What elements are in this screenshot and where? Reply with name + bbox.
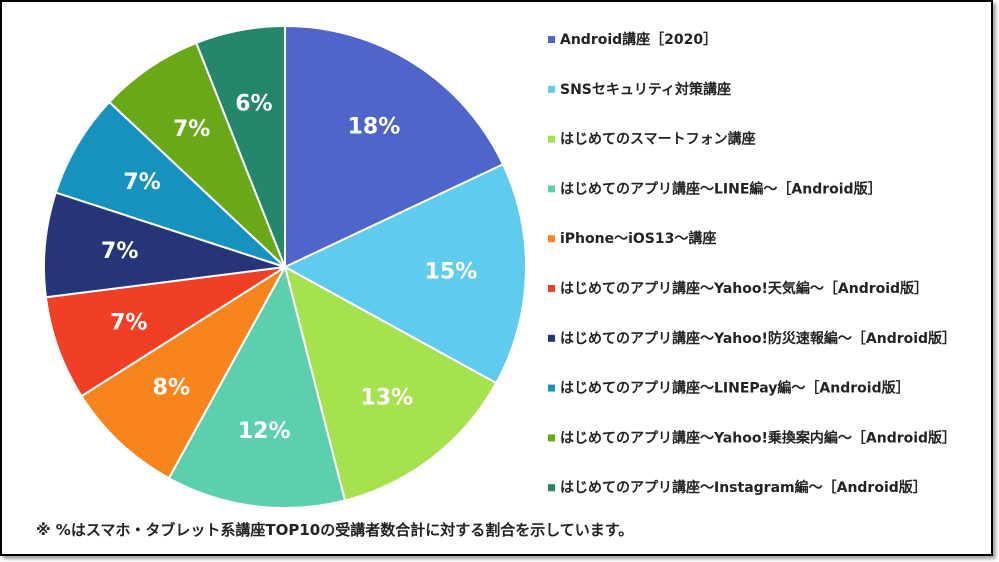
legend-marker-4 (548, 185, 555, 193)
pie-slice-6 (44, 266, 286, 398)
slice-label-6: 7% (110, 311, 147, 336)
pie-slice-9 (107, 41, 286, 268)
legend-marker-1 (548, 36, 555, 43)
footnote: ※ %はスマホ・タブレット系講座TOP10の受講者数合計に対する割合を示していま… (36, 521, 634, 539)
legend-label-9: はじめてのアプリ講座〜Yahoo!乗換案内編〜［Android版］ (560, 429, 956, 446)
legend-marker-6 (548, 285, 555, 292)
slice-label-9: 7% (173, 117, 210, 142)
legend-marker-8 (548, 384, 555, 392)
pie-slice-1 (284, 24, 505, 269)
slice-label-10: 6% (235, 91, 272, 116)
pie-slice-7 (43, 191, 286, 299)
legend-label-4: はじめてのアプリ講座〜LINE編〜［Android版］ (560, 180, 882, 197)
pie-slices (43, 24, 527, 510)
pie-slice-4 (167, 264, 347, 510)
pie-slice-5 (80, 266, 286, 480)
slice-label-2: 15% (425, 260, 478, 285)
slice-label-1: 18% (348, 114, 401, 139)
legend-marker-7 (548, 334, 555, 342)
legend-marker-3 (548, 135, 555, 143)
legend-label-2: SNSセキュリティ対策講座 (560, 81, 731, 98)
legend-marker-2 (548, 85, 555, 93)
legend-label-6: はじめてのアプリ講座〜Yahoo!天気編〜［Android版］ (560, 280, 928, 297)
legend-label-1: Android講座［2020］ (560, 31, 717, 48)
legend-marker-5 (548, 235, 555, 243)
pie-slice-10 (194, 24, 286, 268)
pie-slice-3 (283, 265, 498, 502)
slice-label-4: 12% (238, 419, 291, 444)
legend-label-5: iPhone〜iOS13〜講座 (560, 230, 716, 247)
pie-labels: 18% 15% 13% 12% 8% 7% 7% 7% 7% 6% (101, 91, 477, 444)
slice-label-3: 13% (360, 386, 413, 411)
pie-slice-8 (54, 100, 286, 268)
legend-marker-9 (548, 434, 555, 442)
legend-label-7: はじめてのアプリ講座〜Yahoo!防災速報編〜［Android版］ (560, 330, 956, 347)
pie-slice-2 (282, 163, 527, 385)
legend-label-8: はじめてのアプリ講座〜LINEPay編〜［Android版］ (560, 380, 910, 397)
legend-label-3: はじめてのスマートフォン講座 (560, 131, 756, 148)
legend: Android講座［2020］ SNSセキュリティ対策講座はじめてのスマートフォン… (548, 31, 956, 496)
slice-label-5: 8% (153, 376, 190, 401)
legend-marker-10 (548, 484, 555, 492)
slice-label-7: 7% (101, 239, 138, 264)
legend-label-10: はじめてのアプリ講座〜Instagram編〜［Android版］ (560, 479, 927, 496)
slice-label-8: 7% (123, 170, 160, 195)
